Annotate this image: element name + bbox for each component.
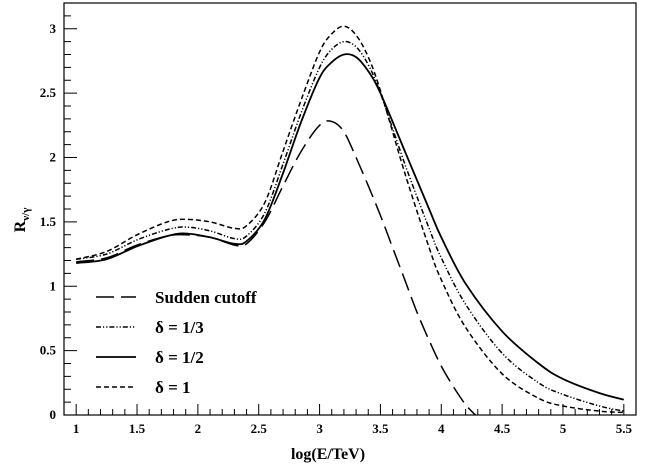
y-tick-label: 2.5 bbox=[40, 85, 57, 100]
legend-label-1: Sudden cutoff bbox=[155, 288, 257, 307]
series-line-1 bbox=[76, 120, 476, 416]
series-line-3 bbox=[76, 53, 625, 401]
x-tick-label: 1.5 bbox=[129, 421, 146, 436]
tick-labels: 1 1.5 2 2.5 3 3.5 4 4.5 5 5.5 0 0.5 1 1.5 2 2.5 3 bbox=[40, 21, 633, 436]
series-line-2 bbox=[76, 40, 624, 412]
x-tick-label: 3.5 bbox=[372, 421, 389, 436]
y-tick-label: 1.5 bbox=[40, 214, 57, 229]
y-axis-label: Rν/γ bbox=[12, 208, 32, 233]
plot-frame bbox=[63, 2, 637, 416]
y-tick-label: 1 bbox=[50, 278, 57, 293]
x-axis-label: log(E/TeV) bbox=[291, 446, 365, 463]
y-axis-label-subscript: ν/γ bbox=[20, 208, 32, 222]
x-tick-label: 2.5 bbox=[251, 421, 268, 436]
y-tick-label: 0 bbox=[50, 407, 57, 422]
x-tick-label: 5 bbox=[560, 421, 567, 436]
legend-label-4: δ = 1 bbox=[155, 378, 191, 397]
y-tick-label: 3 bbox=[50, 21, 57, 36]
x-tick-label: 2 bbox=[195, 421, 202, 436]
y-tick-label: 2 bbox=[50, 150, 57, 165]
series-line-4 bbox=[76, 25, 624, 414]
legend-label-3: δ = 1/2 bbox=[155, 348, 204, 367]
axes bbox=[63, 2, 637, 416]
y-axis-label-main: R bbox=[12, 220, 29, 232]
x-tick-label: 4.5 bbox=[494, 421, 511, 436]
x-tick-label: 3 bbox=[316, 421, 323, 436]
legend-label-2: δ = 1/3 bbox=[155, 318, 204, 337]
legend: Sudden cutoff δ = 1/3 δ = 1/2 δ = 1 bbox=[96, 288, 257, 397]
x-tick-label: 5.5 bbox=[616, 421, 633, 436]
x-tick-label: 4 bbox=[438, 421, 445, 436]
y-tick-label: 0.5 bbox=[40, 343, 57, 358]
x-tick-label: 1 bbox=[73, 421, 80, 436]
series-group bbox=[76, 25, 625, 416]
